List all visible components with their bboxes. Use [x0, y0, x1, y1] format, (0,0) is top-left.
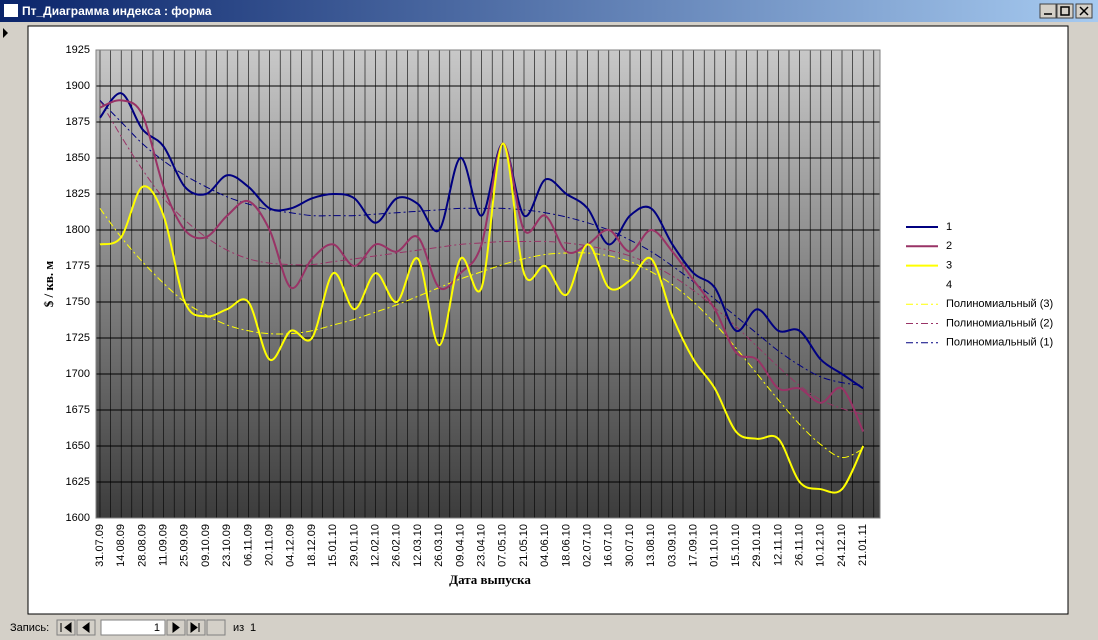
window-title: Пт_Диаграмма индекса : форма [22, 4, 212, 18]
series-line [99, 142, 865, 494]
x-tick-label: 21.01.11 [857, 524, 869, 566]
x-tick-label: 31.07.09 [94, 524, 106, 567]
y-tick-label: 1725 [66, 332, 90, 344]
x-tick-label: 02.07.10 [582, 524, 594, 567]
trend-line [99, 100, 864, 415]
series-line [99, 99, 865, 433]
window-icon [4, 4, 18, 17]
y-tick-label: 1650 [66, 440, 90, 452]
y-tick-label: 1900 [66, 80, 90, 92]
x-tick-label: 23.10.09 [221, 524, 233, 567]
x-tick-label: 04.12.09 [285, 524, 297, 567]
x-tick-label: 01.10.10 [709, 524, 721, 567]
maximize-button[interactable] [1056, 3, 1074, 19]
legend-label: 2 [946, 240, 952, 252]
record-total: 1 [250, 622, 256, 634]
y-tick-label: 1850 [66, 152, 90, 164]
x-tick-label: 29.01.10 [348, 524, 360, 567]
record-label: Запись: [10, 622, 49, 634]
x-tick-label: 30.07.10 [624, 524, 636, 567]
trend-line [99, 208, 864, 459]
x-tick-label: 23.04.10 [476, 524, 488, 567]
y-tick-label: 1825 [66, 188, 90, 200]
x-tick-label: 12.02.10 [370, 524, 382, 567]
x-tick-label: 24.12.10 [836, 524, 848, 567]
x-tick-label: 09.04.10 [454, 524, 466, 567]
x-tick-label: 04.06.10 [539, 524, 551, 567]
x-tick-label: 17.09.10 [688, 524, 700, 567]
x-tick-label: 20.11.09 [264, 524, 276, 566]
x-tick-label: 09.10.09 [200, 524, 212, 567]
legend-label: Полиномиальный (2) [946, 317, 1053, 329]
x-tick-label: 21.05.10 [518, 524, 530, 567]
x-tick-label: 29.10.10 [751, 524, 763, 567]
x-tick-label: 18.06.10 [560, 524, 572, 567]
record-of-label: из [233, 622, 244, 634]
plot-border [95, 49, 881, 519]
legend-label: 1 [946, 221, 952, 233]
x-tick-label: 07.05.10 [497, 524, 509, 567]
plot-area [96, 50, 880, 518]
x-tick-label: 10.12.10 [815, 524, 827, 567]
record-number-box[interactable] [100, 619, 166, 636]
record-number: 1 [154, 622, 160, 634]
legend-label: Полиномиальный (1) [946, 337, 1053, 349]
legend-label: 3 [946, 260, 952, 272]
x-axis-title: Дата выпуска [449, 572, 531, 587]
x-tick-label: 26.11.10 [794, 524, 806, 566]
x-tick-label: 13.08.10 [645, 524, 657, 567]
x-tick-label: 25.09.09 [179, 524, 191, 567]
y-tick-label: 1925 [66, 44, 90, 56]
x-tick-label: 18.12.09 [306, 524, 318, 567]
record-selector[interactable] [0, 22, 12, 616]
x-tick-label: 06.11.09 [242, 524, 254, 566]
x-tick-label: 16.07.10 [603, 524, 615, 567]
legend-label: 4 [946, 279, 952, 291]
x-tick-label: 15.10.10 [730, 524, 742, 567]
x-tick-label: 28.08.09 [136, 524, 148, 567]
y-axis-title: $ / кв. м [41, 261, 56, 308]
x-tick-label: 12.03.10 [412, 524, 424, 567]
x-tick-label: 26.03.10 [433, 524, 445, 567]
y-tick-label: 1875 [66, 116, 90, 128]
series-line [99, 92, 864, 390]
x-tick-label: 11.09.09 [158, 524, 170, 566]
x-tick-label: 14.08.09 [115, 524, 127, 567]
y-tick-label: 1600 [66, 512, 90, 524]
y-tick-label: 1625 [66, 476, 90, 488]
y-tick-label: 1775 [66, 260, 90, 272]
new-record-button[interactable] [206, 619, 226, 636]
x-tick-label: 15.01.10 [327, 524, 339, 567]
legend-label: Полиномиальный (3) [946, 298, 1053, 310]
y-tick-label: 1800 [66, 224, 90, 236]
minimize-button[interactable] [1039, 3, 1057, 19]
x-tick-label: 12.11.10 [772, 524, 784, 566]
y-tick-label: 1700 [66, 368, 90, 380]
title-bar [0, 0, 1098, 22]
y-tick-label: 1675 [66, 404, 90, 416]
y-tick-label: 1750 [66, 296, 90, 308]
x-tick-label: 26.02.10 [391, 524, 403, 567]
x-tick-label: 03.09.10 [666, 524, 678, 567]
trend-line [99, 100, 864, 387]
window-controls[interactable] [1039, 3, 1093, 19]
